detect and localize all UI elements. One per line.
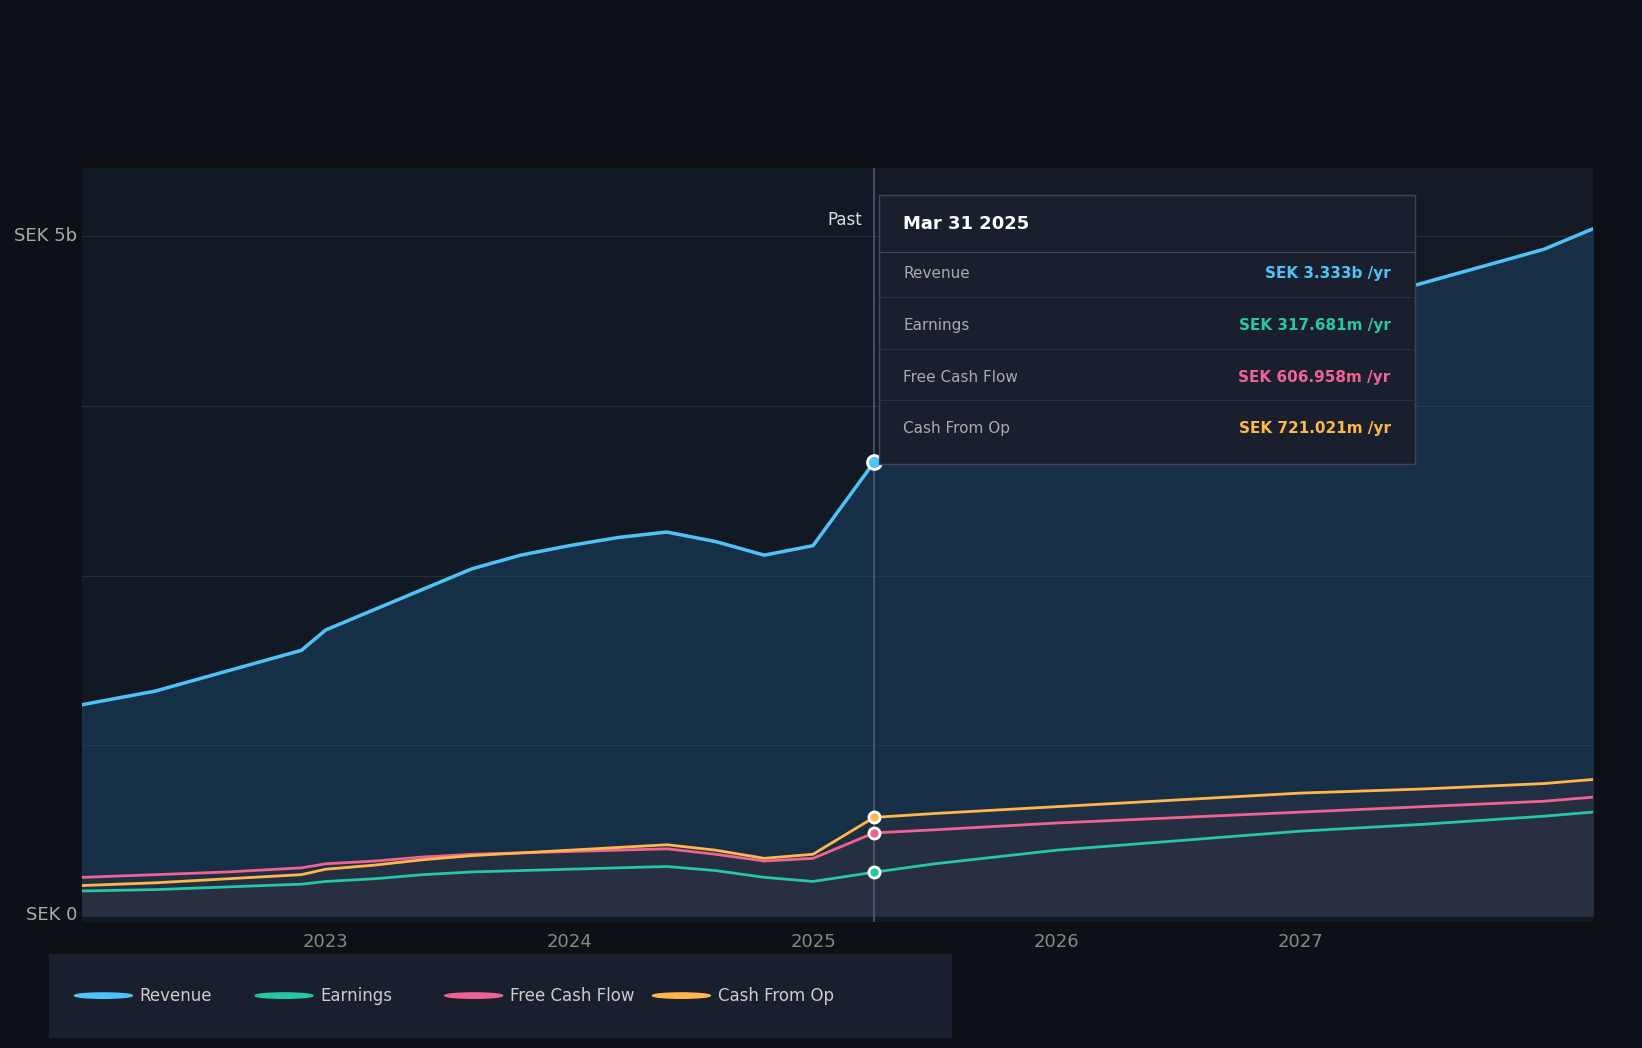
Text: SEK 606.958m /yr: SEK 606.958m /yr [1238,370,1391,385]
Text: SEK 721.021m /yr: SEK 721.021m /yr [1238,421,1391,436]
Circle shape [74,992,133,999]
Text: Free Cash Flow: Free Cash Flow [903,370,1018,385]
Bar [878,195,1415,463]
Text: Cash From Op: Cash From Op [903,421,1010,436]
Text: SEK 317.681m /yr: SEK 317.681m /yr [1238,318,1391,333]
Circle shape [652,992,711,999]
Text: Revenue: Revenue [903,266,970,281]
Text: SEK 5b: SEK 5b [15,226,77,244]
Text: SEK 3.333b /yr: SEK 3.333b /yr [1264,266,1391,281]
Text: Past: Past [828,211,862,228]
Circle shape [255,992,314,999]
Text: Mar 31 2025: Mar 31 2025 [903,215,1030,234]
Circle shape [445,992,502,999]
Text: Earnings: Earnings [320,986,392,1005]
Text: SEK 0: SEK 0 [26,907,77,924]
Text: Analysts Forecasts: Analysts Forecasts [887,211,1041,228]
Text: Earnings: Earnings [903,318,969,333]
Text: Revenue: Revenue [140,986,212,1005]
Text: Cash From Op: Cash From Op [718,986,834,1005]
Bar [82,168,874,922]
Text: Free Cash Flow: Free Cash Flow [511,986,634,1005]
